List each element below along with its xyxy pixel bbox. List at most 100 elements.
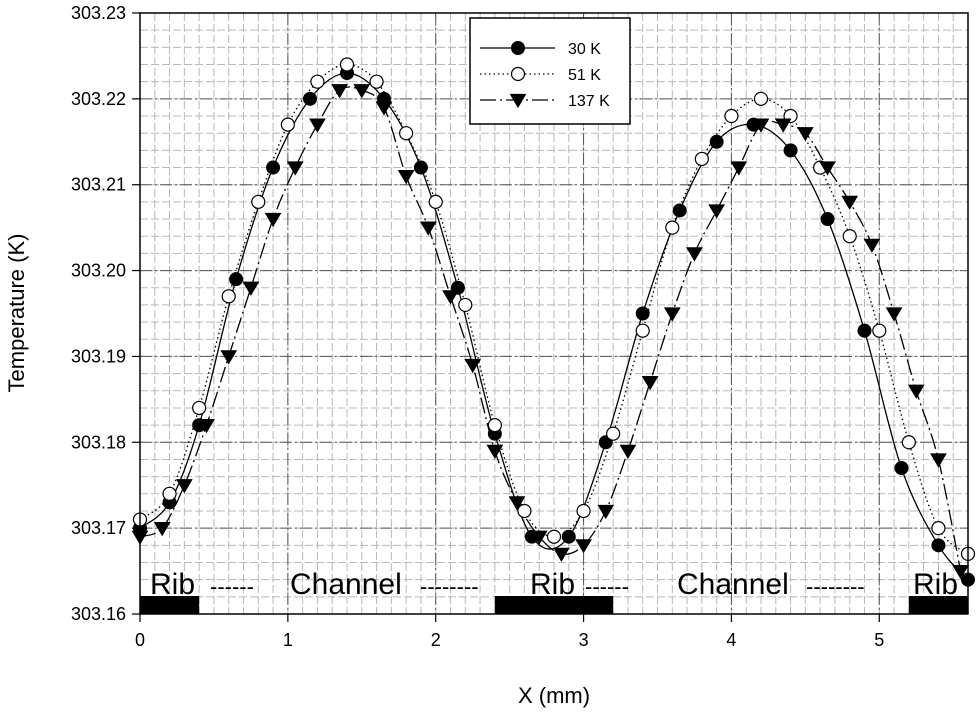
series-2-point bbox=[606, 426, 621, 441]
series-2-point bbox=[369, 74, 384, 89]
y-axis-ticks: 303.16 303.17 303.18 303.19 303.20 303.21 303.… bbox=[71, 3, 140, 624]
legend-label-1: 30 K bbox=[568, 41, 601, 58]
series-3-point bbox=[819, 161, 836, 176]
series-1-point bbox=[931, 538, 946, 553]
y-tick-label: 303.17 bbox=[71, 518, 126, 538]
series-3-point bbox=[907, 384, 925, 399]
y-tick-label: 303.18 bbox=[71, 432, 126, 452]
legend: 30 K 51 K 137 K bbox=[469, 17, 631, 125]
series-2-point bbox=[635, 323, 650, 338]
series-3-point bbox=[530, 530, 548, 545]
series-2-point bbox=[487, 418, 502, 433]
series-3-point bbox=[885, 307, 903, 322]
series-3-point bbox=[508, 496, 526, 511]
legend-label-2: 51 K bbox=[568, 67, 601, 84]
x-tick-label: 5 bbox=[874, 630, 884, 650]
series-3-point bbox=[375, 101, 393, 116]
series-2-point bbox=[339, 57, 355, 72]
series-1-point bbox=[709, 134, 724, 149]
x-tick-label: 3 bbox=[579, 630, 589, 650]
series-3-point bbox=[863, 238, 881, 253]
annotation-dash-3: ------ bbox=[585, 574, 629, 599]
series-2-point bbox=[458, 297, 473, 313]
series-3-point bbox=[353, 84, 371, 99]
y-tick-label: 303.22 bbox=[71, 89, 126, 109]
series-3-point bbox=[419, 221, 437, 236]
x-tick-label: 0 bbox=[135, 630, 145, 650]
series-2-point bbox=[428, 194, 443, 209]
series-3-point bbox=[553, 547, 570, 563]
series-3-point bbox=[752, 118, 770, 133]
rib-label-2: Rib bbox=[530, 568, 575, 601]
series-1-point bbox=[229, 272, 244, 287]
series-3-point bbox=[242, 281, 260, 296]
rib-bars bbox=[140, 596, 968, 614]
series-3-point bbox=[841, 195, 859, 210]
series-3-point bbox=[264, 212, 282, 228]
series-2-point bbox=[872, 323, 887, 338]
series-3-point bbox=[730, 161, 748, 176]
legend-marker-2 bbox=[510, 66, 526, 82]
series-1-point bbox=[266, 160, 281, 175]
region-annotations: Rib ------ Channel -------- Rib ------ C… bbox=[150, 568, 958, 601]
y-tick-label: 303.23 bbox=[71, 3, 126, 23]
y-tick-label: 303.21 bbox=[71, 175, 126, 195]
series-3-point bbox=[597, 504, 615, 520]
series-3-point bbox=[774, 118, 792, 133]
series-2-point bbox=[694, 151, 709, 167]
series-1-point bbox=[672, 203, 687, 218]
series-2-point bbox=[192, 400, 207, 416]
legend-marker-1 bbox=[511, 41, 525, 55]
series-3-point bbox=[796, 127, 814, 142]
series-1-point bbox=[894, 461, 909, 476]
y-tick-label: 303.16 bbox=[71, 604, 126, 624]
series-1-point bbox=[303, 91, 318, 106]
x-tick-label: 2 bbox=[431, 630, 441, 650]
plot-frame bbox=[139, 12, 969, 615]
series-2-point bbox=[901, 435, 916, 450]
series-1-point bbox=[857, 323, 872, 338]
series-2-point bbox=[310, 74, 325, 89]
series-3-point bbox=[153, 522, 171, 537]
series-2-point bbox=[251, 194, 266, 209]
rib-bar bbox=[494, 596, 614, 614]
series-3-point bbox=[397, 170, 415, 185]
series-2-point bbox=[221, 289, 236, 304]
rib-bar bbox=[140, 596, 200, 614]
rib-label-3: Rib bbox=[913, 568, 958, 601]
y-axis-title: Temperature (K) bbox=[4, 234, 29, 393]
channel-label-1: Channel bbox=[290, 568, 402, 601]
series-2-point bbox=[576, 503, 591, 519]
legend-items: 30 K 51 K 137 K bbox=[480, 41, 610, 110]
series-3-point bbox=[619, 444, 637, 459]
annotation-dash-4: -------- bbox=[806, 574, 865, 599]
series-1-point bbox=[413, 160, 428, 175]
series-3-point bbox=[686, 247, 703, 262]
series-2-point bbox=[753, 91, 769, 106]
legend-box bbox=[469, 17, 631, 125]
series-3-point bbox=[309, 118, 326, 133]
series-2-point bbox=[842, 229, 857, 244]
series-3-point bbox=[641, 376, 659, 391]
series-1-point bbox=[820, 212, 835, 227]
series-line-1 bbox=[140, 72, 968, 581]
series-3-point bbox=[464, 358, 482, 374]
series-1-point bbox=[561, 529, 576, 544]
series-1-point bbox=[635, 306, 650, 321]
series-3-point bbox=[198, 418, 215, 434]
x-tick-label: 1 bbox=[283, 630, 293, 650]
series-2-point bbox=[665, 220, 680, 235]
series-3-point bbox=[331, 84, 348, 99]
x-axis-title: X (mm) bbox=[518, 683, 590, 708]
rib-label-1: Rib bbox=[150, 568, 195, 601]
rib-bar bbox=[908, 596, 968, 614]
series-2-point bbox=[517, 503, 532, 519]
x-axis-ticks: 0 1 2 3 4 5 bbox=[135, 614, 884, 650]
annotation-dash-1: ------ bbox=[210, 574, 254, 599]
series-3-point bbox=[442, 290, 459, 305]
series-3-point bbox=[220, 350, 238, 365]
series-3-point bbox=[930, 453, 947, 468]
legend-label-3: 137 K bbox=[568, 93, 610, 110]
series-markers bbox=[131, 57, 976, 587]
